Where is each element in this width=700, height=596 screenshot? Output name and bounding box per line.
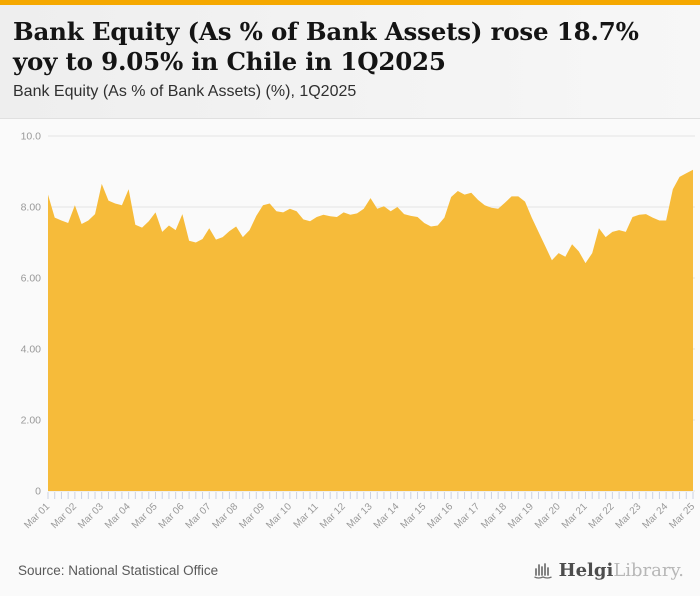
y-tick-label: 4.00 — [21, 344, 42, 356]
page-title: Bank Equity (As % of Bank Assets) rose 1… — [13, 17, 639, 76]
x-tick-label: Mar 20 — [533, 501, 563, 531]
x-tick-label: Mar 14 — [372, 501, 402, 531]
x-tick-label: Mar 05 — [130, 501, 160, 531]
y-tick-label: 6.00 — [21, 273, 42, 285]
x-tick-label: Mar 18 — [479, 501, 509, 531]
x-tick-label: Mar 02 — [49, 501, 79, 531]
accent-bar — [0, 0, 700, 5]
page-header: Bank Equity (As % of Bank Assets) rose 1… — [0, 5, 700, 119]
x-tick-label: Mar 21 — [560, 501, 590, 531]
x-tick-label: Mar 03 — [76, 501, 106, 531]
source-text: Source: National Statistical Office — [18, 562, 219, 578]
y-tick-label: 2.00 — [21, 415, 42, 427]
page-footer: Source: National Statistical Office Helg… — [0, 545, 700, 595]
x-tick-label: Mar 11 — [292, 501, 322, 531]
x-tick-label: Mar 15 — [399, 501, 429, 531]
x-tick-label: Mar 12 — [318, 501, 348, 531]
x-tick-label: Mar 22 — [587, 501, 617, 531]
x-tick-label: Mar 17 — [452, 501, 482, 531]
x-tick-label: Mar 08 — [210, 501, 240, 531]
x-tick-label: Mar 07 — [184, 501, 214, 531]
logo-text: HelgiLibrary. — [559, 560, 684, 581]
logo-library: Library. — [613, 559, 684, 581]
x-tick-label: Mar 13 — [345, 501, 375, 531]
building-bars-icon — [533, 563, 552, 579]
page-subtitle: Bank Equity (As % of Bank Assets) (%), 1… — [13, 82, 357, 100]
helgi-library-logo[interactable]: HelgiLibrary. — [532, 559, 684, 581]
x-tick-label: Mar 25 — [667, 501, 697, 531]
y-tick-label: 8.00 — [21, 202, 42, 214]
x-tick-label: Mar 09 — [237, 501, 267, 531]
x-tick-label: Mar 16 — [425, 501, 455, 531]
y-tick-label: 0 — [35, 486, 41, 498]
x-tick-label: Mar 19 — [506, 501, 536, 531]
logo-helgi: Helgi — [558, 559, 614, 581]
chart-area: 0 2.00 4.00 6.00 8.00 10.0 Mar 01 Mar 02 Mar 03 M… — [0, 119, 700, 545]
x-tick-label: Mar 23 — [614, 501, 644, 531]
x-tick-label: Mar 01 — [22, 501, 52, 531]
x-tick-label: Mar 10 — [264, 501, 294, 531]
x-tick-label: Mar 04 — [103, 501, 133, 531]
x-tick-label: Mar 06 — [157, 501, 187, 531]
x-tick-label: Mar 24 — [640, 501, 670, 531]
area-series — [48, 169, 693, 491]
y-tick-label: 10.0 — [21, 131, 42, 143]
